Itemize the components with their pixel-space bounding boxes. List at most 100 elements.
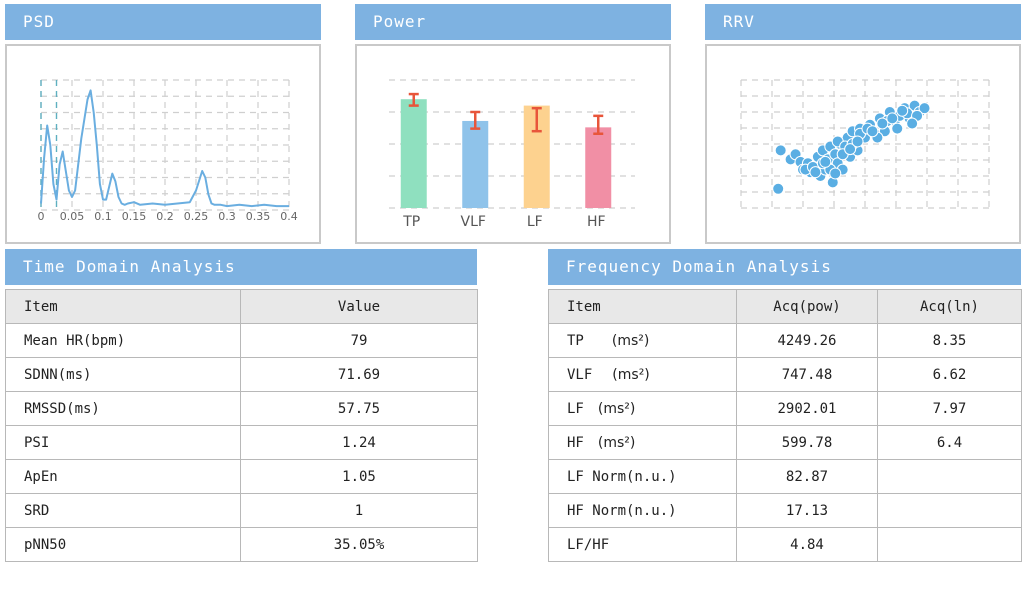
scatter-point bbox=[774, 144, 787, 157]
x-tick-label: 0.3 bbox=[218, 210, 236, 223]
power-header: Power bbox=[355, 4, 671, 40]
row-item: Mean HR(bpm) bbox=[5, 323, 241, 358]
row-item-unit: (ms²) bbox=[597, 400, 636, 417]
row-item-label: LF/HF bbox=[567, 536, 610, 553]
scatter-point bbox=[829, 167, 842, 180]
x-tick-label: 0.4 bbox=[280, 210, 298, 223]
rrv-panel bbox=[705, 44, 1021, 244]
row-item: ApEn bbox=[5, 459, 241, 494]
row-item: pNN50 bbox=[5, 527, 241, 562]
row-item-unit: (ms²) bbox=[612, 366, 650, 383]
power-panel: TP VLF LF HF bbox=[355, 44, 671, 244]
table-row: RMSSD(ms) 57.75 bbox=[5, 391, 478, 426]
time-domain-header: Time Domain Analysis bbox=[5, 249, 477, 285]
row-item-label: VLF bbox=[567, 366, 593, 383]
table-row: ApEn 1.05 bbox=[5, 459, 478, 494]
scatter-point bbox=[906, 117, 919, 130]
row-value: 1 bbox=[240, 493, 478, 528]
category-label-lf: LF bbox=[527, 214, 543, 230]
table-row: TP (ms²) 4249.26 8.35 bbox=[548, 323, 1022, 358]
scatter-point bbox=[918, 102, 931, 115]
row-acq-ln: 8.35 bbox=[877, 323, 1022, 358]
row-item-unit: (ms²) bbox=[611, 332, 650, 349]
table-row: Mean HR(bpm) 79 bbox=[5, 323, 478, 358]
row-acq-pow: 747.48 bbox=[736, 357, 878, 392]
column-header-item: Item bbox=[5, 289, 241, 324]
time-domain-table: Item Value Mean HR(bpm) 79 SDNN(ms) 71.69 RM… bbox=[5, 289, 478, 562]
row-item: VLF (ms²) bbox=[548, 357, 737, 392]
row-item: RMSSD(ms) bbox=[5, 391, 241, 426]
row-acq-pow: 17.13 bbox=[736, 493, 878, 528]
x-tick-label: 0.1 bbox=[94, 210, 112, 223]
row-acq-pow: 4.84 bbox=[736, 527, 878, 562]
scatter-point bbox=[844, 143, 857, 156]
frequency-domain-title: Frequency Domain Analysis bbox=[566, 257, 832, 276]
bar-tp bbox=[400, 99, 427, 208]
x-tick-label: 0.05 bbox=[60, 210, 85, 223]
row-value: 1.05 bbox=[240, 459, 478, 494]
psd-line bbox=[40, 89, 289, 208]
row-item: PSI bbox=[5, 425, 241, 460]
table-row: HF Norm(n.u.) 17.13 bbox=[548, 493, 1022, 528]
table-header-row: Item Value bbox=[5, 289, 478, 324]
row-item-label: TP bbox=[567, 332, 584, 349]
row-acq-ln bbox=[877, 459, 1022, 494]
scatter-point bbox=[886, 112, 899, 125]
scatter-point bbox=[876, 117, 889, 130]
table-row: LF (ms²) 2902.01 7.97 bbox=[548, 391, 1022, 426]
power-chart: TP VLF LF HF bbox=[389, 79, 635, 230]
row-acq-ln: 6.62 bbox=[877, 357, 1022, 392]
row-value: 71.69 bbox=[240, 357, 478, 392]
row-acq-pow: 599.78 bbox=[736, 425, 878, 460]
psd-panel: 0 0.05 0.1 0.15 0.2 0.25 0.3 0.35 0.4 bbox=[5, 44, 321, 244]
scatter-point bbox=[772, 182, 785, 195]
psd-header: PSD bbox=[5, 4, 321, 40]
row-item-label: LF Norm(n.u.) bbox=[567, 468, 677, 485]
psd-chart: 0 0.05 0.1 0.15 0.2 0.25 0.3 0.35 0.4 bbox=[38, 79, 298, 223]
row-item-label: HF Norm(n.u.) bbox=[567, 502, 677, 519]
row-item: LF Norm(n.u.) bbox=[548, 459, 737, 494]
row-item-label: HF bbox=[567, 434, 584, 451]
power-title: Power bbox=[373, 12, 427, 31]
x-tick-label: 0 bbox=[38, 210, 45, 223]
rrv-chart bbox=[740, 79, 990, 209]
psd-title: PSD bbox=[23, 12, 55, 31]
row-item: LF/HF bbox=[548, 527, 737, 562]
row-item: SRD bbox=[5, 493, 241, 528]
row-acq-pow: 4249.26 bbox=[736, 323, 878, 358]
row-value: 1.24 bbox=[240, 425, 478, 460]
table-header-row: Item Acq(pow) Acq(ln) bbox=[548, 289, 1022, 324]
scatter-point bbox=[819, 155, 832, 168]
frequency-domain-header: Frequency Domain Analysis bbox=[548, 249, 1021, 285]
bar-hf bbox=[585, 127, 612, 208]
category-label-hf: HF bbox=[587, 214, 606, 230]
x-tick-label: 0.35 bbox=[246, 210, 271, 223]
scatter-point bbox=[809, 166, 822, 179]
column-header-value: Value bbox=[240, 289, 478, 324]
row-item: LF (ms²) bbox=[548, 391, 737, 426]
category-label-vlf: VLF bbox=[461, 214, 486, 230]
table-row: SRD 1 bbox=[5, 493, 478, 528]
row-acq-pow: 82.87 bbox=[736, 459, 878, 494]
rrv-header: RRV bbox=[705, 4, 1021, 40]
column-header-item: Item bbox=[548, 289, 737, 324]
row-item: HF (ms²) bbox=[548, 425, 737, 460]
row-acq-ln: 6.4 bbox=[877, 425, 1022, 460]
scatter-point bbox=[866, 125, 879, 138]
table-row: pNN50 35.05% bbox=[5, 527, 478, 562]
x-tick-label: 0.15 bbox=[122, 210, 147, 223]
table-row: HF (ms²) 599.78 6.4 bbox=[548, 425, 1022, 460]
x-tick-label: 0.2 bbox=[156, 210, 174, 223]
row-acq-pow: 2902.01 bbox=[736, 391, 878, 426]
time-domain-title: Time Domain Analysis bbox=[23, 257, 236, 276]
scatter-point bbox=[891, 122, 904, 135]
column-header-acq-pow: Acq(pow) bbox=[736, 289, 878, 324]
bar-vlf bbox=[462, 120, 489, 208]
row-value: 35.05% bbox=[240, 527, 478, 562]
scatter-point bbox=[896, 104, 909, 117]
row-item: TP (ms²) bbox=[548, 323, 737, 358]
scatter-point bbox=[851, 135, 864, 148]
column-header-acq-ln: Acq(ln) bbox=[877, 289, 1022, 324]
row-item: SDNN(ms) bbox=[5, 357, 241, 392]
table-row: VLF (ms²) 747.48 6.62 bbox=[548, 357, 1022, 392]
